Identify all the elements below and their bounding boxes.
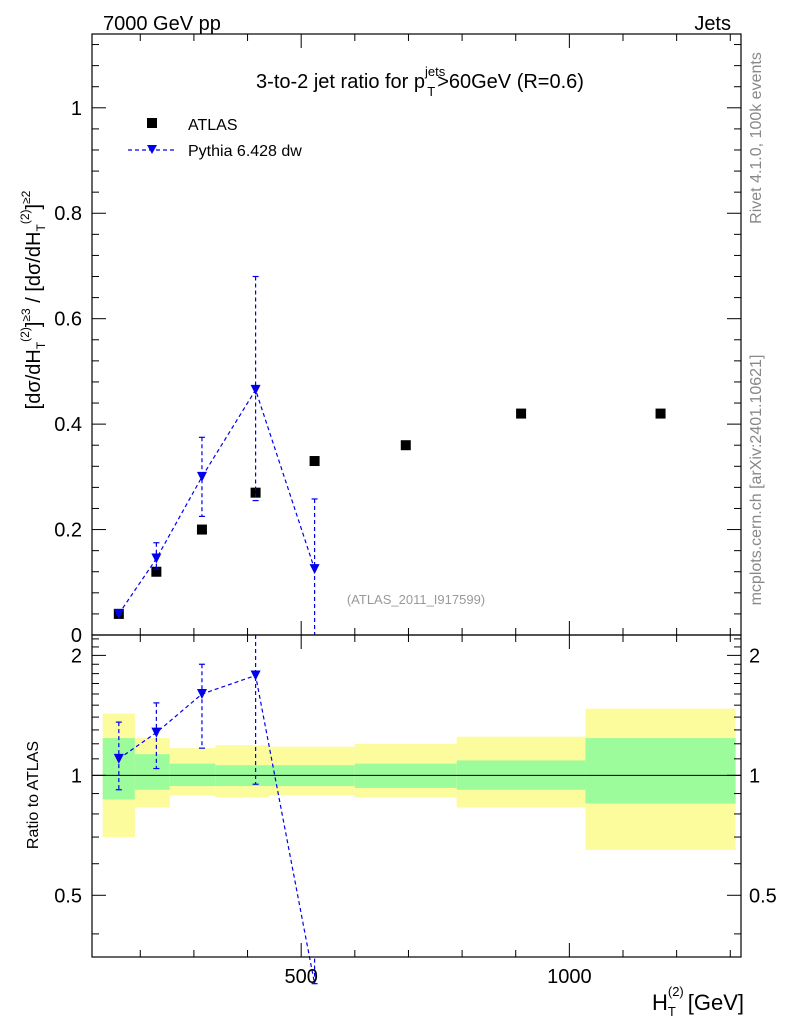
atlas-point <box>309 456 320 467</box>
xlabel: HT(2) [GeV] <box>652 984 744 1019</box>
y-tick-label-main: 1 <box>71 98 82 120</box>
pythia-ratio-line <box>118 674 316 984</box>
title-sub: T <box>427 84 435 99</box>
y-tick-label-ratio: 1 <box>71 765 82 787</box>
ratio-frame <box>91 634 742 958</box>
title-suffix: >60GeV (R=0.6) <box>437 71 584 93</box>
title-sup: jets <box>424 64 446 79</box>
pythia-main-point <box>309 564 320 575</box>
y-tick-label-ratio: 2 <box>71 645 82 667</box>
band-inner-1 <box>134 754 170 790</box>
header-left: 7000 GeV pp <box>103 13 221 35</box>
chart-title: 3-to-2 jet ratio for pjets T >60GeV (R=0.6… <box>256 64 584 99</box>
ratio-axes: 500 1000 0.5 0.5 1 1 2 2 <box>54 634 777 988</box>
title-prefix: 3-to-2 jet ratio for p <box>256 71 425 93</box>
atlas-point <box>655 408 666 419</box>
pythia-ratio-point <box>151 727 162 738</box>
pythia-main-point <box>250 384 261 395</box>
y-tick-label-main: 0.2 <box>54 520 82 542</box>
main-series-layer <box>113 275 666 635</box>
x-tick-label: 1000 <box>547 966 592 988</box>
atlas-point <box>400 440 411 451</box>
rivet-label: Rivet 4.1.0, 100k events <box>748 52 765 224</box>
pythia-ratio-point <box>113 753 124 764</box>
legend-pythia-label: Pythia 6.428 dw <box>188 143 302 160</box>
pythia-ratio-point <box>196 688 207 699</box>
atlas-point <box>516 408 527 419</box>
atlas-point <box>151 566 162 577</box>
band-inner-7 <box>585 738 736 804</box>
y-tick-label-main: 0.8 <box>54 203 82 225</box>
y-tick-label-ratio: 0.5 <box>54 885 82 907</box>
atlas-point <box>250 487 261 498</box>
legend-pythia-marker <box>147 145 157 154</box>
y-tick-label-main: 0.4 <box>54 414 82 436</box>
atlas-point <box>196 524 207 535</box>
header-right: Jets <box>694 13 731 35</box>
y-tick-label-main: 0.6 <box>54 309 82 331</box>
pythia-ratio-point <box>250 670 261 681</box>
pythia-main-point <box>151 553 162 564</box>
pythia-main-line <box>118 388 316 615</box>
mcplots-label: mcplots.cern.ch [arXiv:2401.10621] <box>748 355 765 606</box>
y-tick-label-main: 0 <box>71 625 82 647</box>
legend: ATLAS Pythia 6.428 dw <box>128 117 302 160</box>
main-ylabel: [dσ/dHT(2)]≥3 / [dσ/dHT(2)]≥2 <box>18 190 48 409</box>
y-tick-label-ratio-right: 0.5 <box>749 885 777 907</box>
band-inner-2 <box>169 763 216 787</box>
pythia-main-point <box>196 471 207 482</box>
ratio-bands <box>92 708 741 850</box>
pythia-main-point <box>113 608 124 619</box>
ratio-series-layer <box>113 635 318 985</box>
legend-atlas-marker <box>147 118 157 128</box>
ratio-ylabel: Ratio to ATLAS <box>25 741 42 849</box>
x-tick-label: 500 <box>284 966 317 988</box>
reference-label: (ATLAS_2011_I917599) <box>347 592 485 607</box>
y-tick-label-ratio-right: 1 <box>749 765 760 787</box>
legend-atlas-label: ATLAS <box>188 117 238 134</box>
y-tick-label-ratio-right: 2 <box>749 645 760 667</box>
